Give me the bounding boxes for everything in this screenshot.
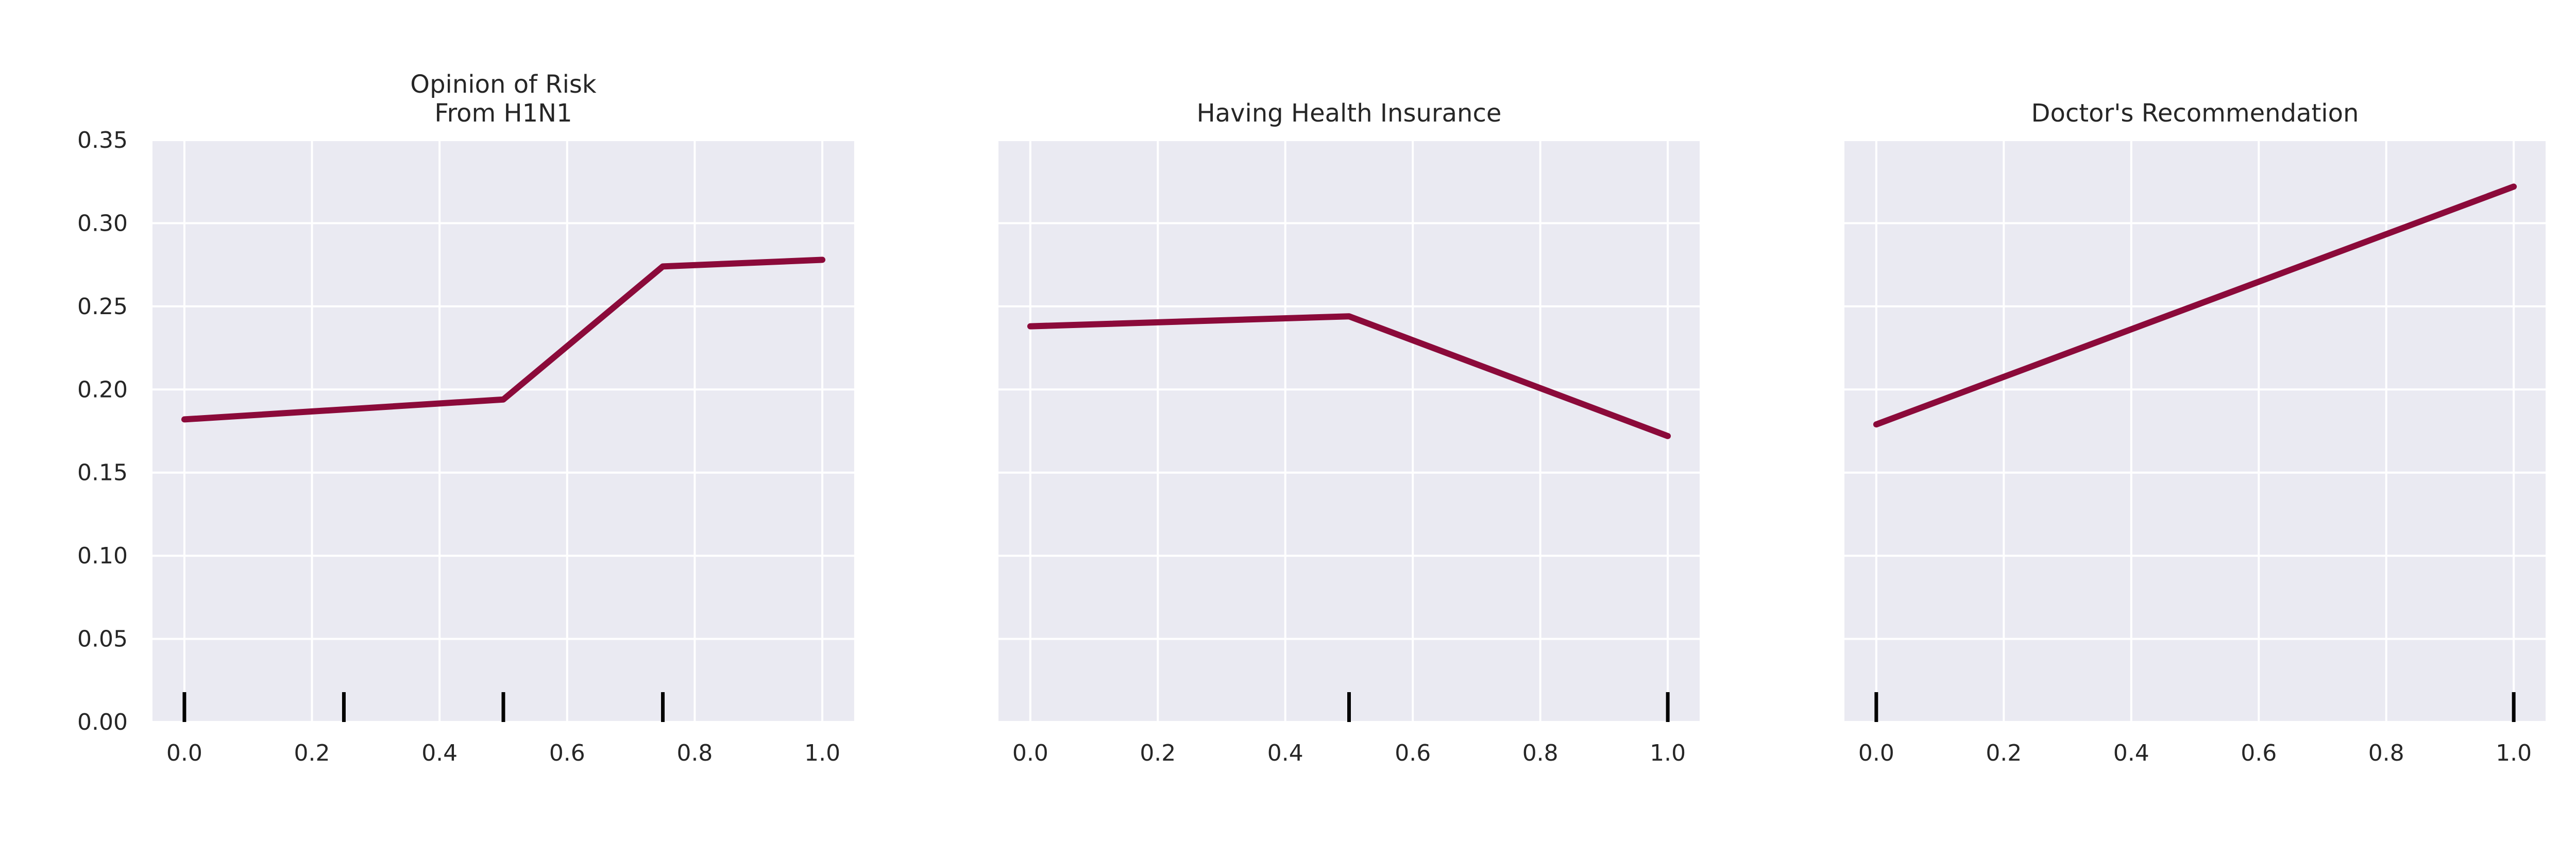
y-tick-label: 0.15 <box>77 460 128 486</box>
subplot-title: Having Health Insurance <box>1197 99 1502 128</box>
x-tick-label: 0.6 <box>2241 740 2277 766</box>
subplot-title: Doctor's Recommendation <box>2031 99 2359 128</box>
x-tick-label: 0.8 <box>2368 740 2404 766</box>
subplot-2: 0.0 0.2 0.4 0.6 0.8 1.0 Having Health Insuranc… <box>998 99 1700 766</box>
x-tick-label: 0.0 <box>1858 740 1894 766</box>
subplot-1: 0.0 0.2 0.4 0.6 0.8 1.0 0.00 0.05 0.10 0.15 0.20 0.… <box>77 70 854 766</box>
x-tick-label: 0.6 <box>1395 740 1431 766</box>
series-line <box>1027 313 1671 439</box>
x-tick-label: 0.8 <box>1522 740 1558 766</box>
x-tick-label: 0.2 <box>294 740 330 766</box>
plot-area <box>1844 140 2546 722</box>
plot-area <box>152 140 854 722</box>
subplot-title: From H1N1 <box>434 99 572 128</box>
x-tick-label: 0.4 <box>2113 740 2149 766</box>
x-tick-label: 0.2 <box>1140 740 1176 766</box>
series-line <box>181 256 826 423</box>
x-tick-label: 0.4 <box>421 740 457 766</box>
y-tick-label: 0.30 <box>77 210 128 236</box>
x-tick-label: 0.2 <box>1986 740 2022 766</box>
y-tick-label: 0.20 <box>77 376 128 403</box>
subplot-title: Opinion of Risk <box>410 70 597 99</box>
x-tick-label: 0.0 <box>166 740 202 766</box>
y-tick-label: 0.10 <box>77 543 128 569</box>
x-tick-label: 1.0 <box>1650 740 1686 766</box>
x-tick-label: 1.0 <box>804 740 840 766</box>
series-line <box>1873 183 2517 428</box>
x-tick-label: 0.0 <box>1012 740 1048 766</box>
x-tick-label: 0.4 <box>1267 740 1303 766</box>
y-tick-label: 0.05 <box>77 626 128 652</box>
y-tick-label: 0.00 <box>77 709 128 735</box>
plot-area <box>998 140 1700 722</box>
subplot-3: 0.0 0.2 0.4 0.6 0.8 1.0 Doctor's Recommendatio… <box>1844 99 2546 766</box>
y-tick-label: 0.25 <box>77 294 128 320</box>
x-tick-label: 0.8 <box>676 740 713 766</box>
x-tick-label: 0.6 <box>549 740 585 766</box>
x-tick-label: 1.0 <box>2496 740 2532 766</box>
y-tick-label: 0.35 <box>77 127 128 153</box>
